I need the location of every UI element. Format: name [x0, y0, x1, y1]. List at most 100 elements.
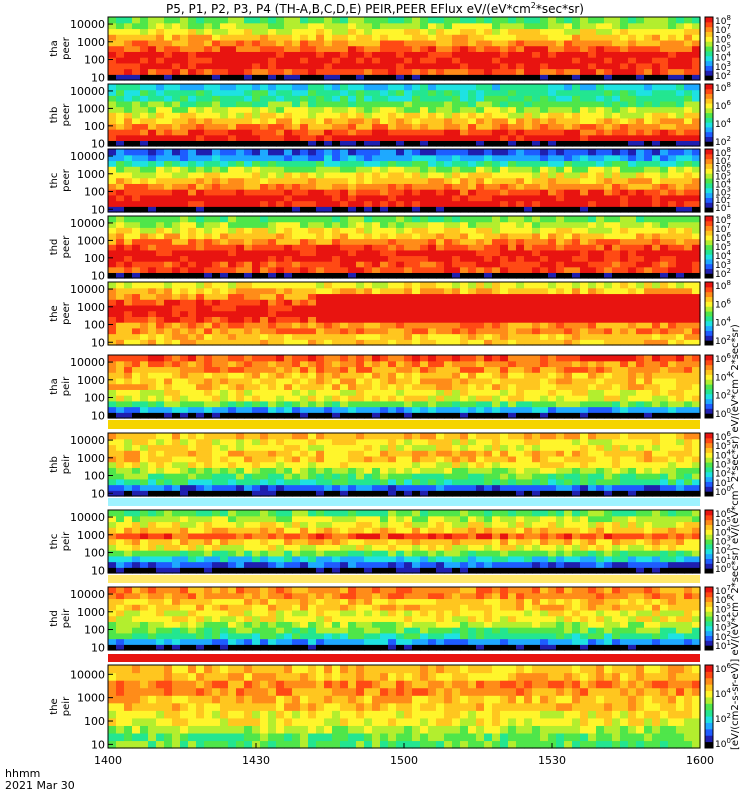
heat-cell — [492, 366, 501, 373]
heat-cell — [140, 45, 149, 52]
heat-cell — [604, 372, 613, 379]
heat-cell — [156, 282, 165, 289]
heat-cell — [548, 366, 557, 373]
heat-cell — [644, 232, 653, 240]
heat-cell — [188, 238, 197, 245]
heat-cell — [292, 261, 301, 268]
heat-cell — [668, 51, 677, 58]
heat-cell — [516, 389, 525, 396]
y-tick-label: 10000 — [70, 18, 105, 31]
heat-cell — [412, 389, 421, 396]
heat-cell — [284, 183, 293, 190]
heat-cell — [580, 68, 589, 75]
heat-cell — [548, 189, 557, 196]
heat-cell — [340, 221, 349, 228]
heat-cell — [444, 333, 453, 340]
heat-cell — [324, 17, 333, 24]
heat-cell — [508, 34, 517, 41]
heat-cell — [452, 227, 461, 234]
heat-cell — [396, 327, 405, 335]
heat-cell — [388, 272, 397, 279]
heat-cell — [420, 74, 429, 81]
heat-cell — [652, 406, 661, 413]
heat-cell — [316, 84, 325, 91]
y-tick-label: 100 — [84, 186, 105, 199]
heat-cell — [556, 160, 565, 167]
heat-cell — [684, 287, 693, 295]
heat-cell — [188, 395, 197, 402]
heat-cell — [572, 221, 581, 228]
heat-cell — [476, 183, 485, 190]
heat-cell — [244, 316, 253, 323]
heat-cell — [332, 395, 341, 402]
colorbar-segment — [705, 187, 713, 194]
heat-cell — [652, 261, 661, 268]
heat-cell — [596, 327, 605, 335]
heat-cell — [548, 39, 557, 47]
heat-cell — [292, 244, 301, 251]
heat-cell — [212, 74, 221, 81]
heat-cell — [196, 238, 205, 245]
heat-cell — [404, 34, 413, 41]
heat-cell — [164, 322, 173, 329]
heat-cell — [332, 261, 341, 268]
heat-cell — [412, 95, 421, 102]
heat-cell — [356, 287, 365, 295]
heat-cell — [116, 244, 125, 251]
heat-cell — [540, 200, 549, 207]
heat-cell — [484, 406, 493, 413]
heat-cell — [460, 28, 469, 35]
heat-cell — [476, 255, 485, 262]
heat-cell — [236, 372, 245, 379]
heat-cell — [308, 383, 317, 390]
heat-cell — [220, 255, 229, 262]
heat-cell — [132, 45, 141, 52]
heat-cell — [556, 389, 565, 396]
heat-cell — [356, 171, 365, 179]
colorbar-segment — [705, 141, 713, 147]
heat-cell — [236, 166, 245, 173]
heat-cell — [372, 177, 381, 184]
heat-cell — [220, 129, 229, 136]
heat-cell — [572, 355, 581, 362]
heat-cell — [460, 293, 469, 300]
heat-cell — [268, 183, 277, 190]
heat-cell — [180, 287, 189, 295]
heat-cell — [276, 400, 285, 408]
heat-cell — [212, 232, 221, 240]
heat-cell — [220, 400, 229, 408]
heat-cell — [140, 100, 149, 108]
heat-cell — [300, 106, 309, 113]
heat-cell — [460, 194, 469, 202]
heat-cell — [548, 412, 557, 419]
heat-cell — [252, 194, 261, 202]
heat-cell — [588, 134, 597, 141]
heat-cell — [500, 206, 509, 213]
heat-cell — [292, 304, 301, 312]
heat-cell — [140, 287, 149, 295]
heat-cell — [596, 232, 605, 240]
heat-cell — [492, 322, 501, 329]
heat-cell — [380, 95, 389, 102]
colorbar-segment — [705, 112, 713, 118]
heat-cell — [644, 74, 653, 81]
heat-cell — [340, 333, 349, 340]
heat-cell — [628, 372, 637, 379]
heat-cell — [516, 68, 525, 75]
heat-cell — [532, 322, 541, 329]
heat-cell — [660, 45, 669, 52]
heat-cell — [388, 339, 397, 346]
heat-cell — [596, 316, 605, 323]
heat-cell — [316, 412, 325, 419]
colorbar-segment — [705, 88, 713, 95]
heat-cell — [604, 134, 613, 141]
heat-cell — [540, 149, 549, 156]
heat-cell — [532, 84, 541, 91]
heat-cell — [436, 74, 445, 81]
heat-cell — [436, 339, 445, 346]
heat-cell — [140, 89, 149, 96]
heat-cell — [164, 232, 173, 240]
heat-cell — [164, 327, 173, 335]
heat-cell — [580, 244, 589, 251]
heat-cell — [348, 395, 357, 402]
